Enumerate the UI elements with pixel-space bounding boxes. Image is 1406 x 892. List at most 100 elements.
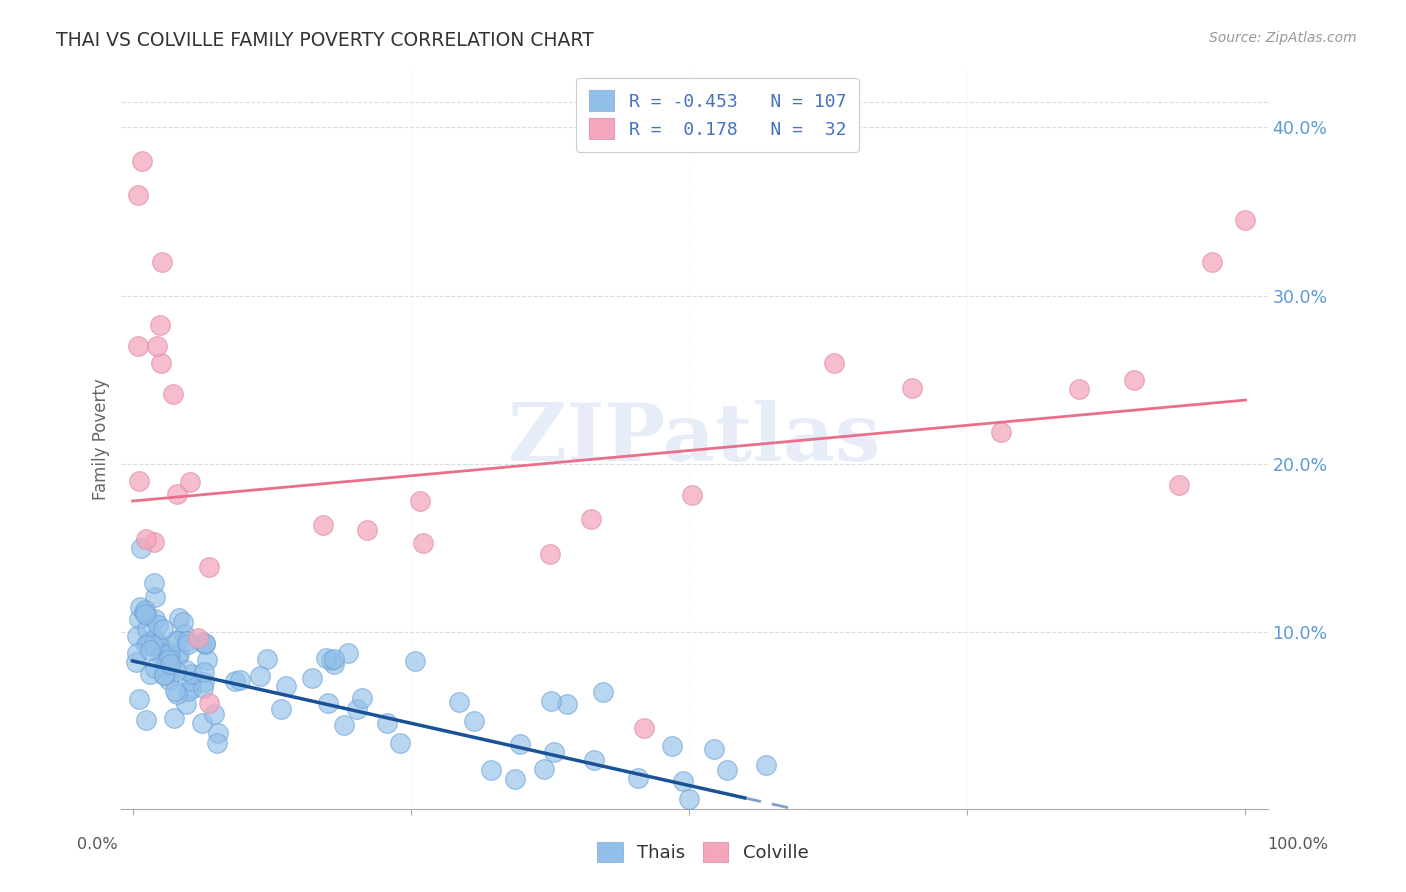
Point	[312, 518, 335, 533]
Point	[167, 611, 190, 625]
Point	[661, 739, 683, 753]
Point	[716, 763, 738, 777]
Point	[128, 691, 150, 706]
Point	[152, 622, 174, 636]
Point	[165, 633, 187, 648]
Point	[172, 615, 194, 629]
Point	[152, 647, 174, 661]
Point	[350, 691, 373, 706]
Point	[323, 657, 346, 671]
Point	[202, 706, 225, 721]
Point	[157, 664, 180, 678]
Point	[128, 474, 150, 488]
Point	[136, 636, 159, 650]
Point	[533, 762, 555, 776]
Point	[157, 660, 180, 674]
Point	[127, 629, 149, 643]
Point	[301, 671, 323, 685]
Point	[159, 650, 181, 665]
Point	[127, 187, 149, 202]
Legend: Thais, Colville: Thais, Colville	[591, 834, 815, 870]
Point	[148, 638, 170, 652]
Point	[315, 651, 337, 665]
Point	[135, 638, 157, 652]
Point	[127, 339, 149, 353]
Point	[139, 634, 162, 648]
Point	[181, 666, 204, 681]
Point	[166, 487, 188, 501]
Point	[134, 607, 156, 621]
Point	[256, 652, 278, 666]
Point	[135, 533, 157, 547]
Point	[153, 667, 176, 681]
Point	[356, 523, 378, 537]
Text: 100.0%: 100.0%	[1268, 838, 1329, 852]
Point	[463, 714, 485, 728]
Point	[139, 666, 162, 681]
Point	[166, 650, 188, 665]
Point	[270, 701, 292, 715]
Point	[540, 694, 562, 708]
Point	[169, 647, 191, 661]
Point	[176, 633, 198, 648]
Point	[543, 745, 565, 759]
Point	[174, 663, 197, 677]
Point	[157, 646, 180, 660]
Text: Source: ZipAtlas.com: Source: ZipAtlas.com	[1209, 31, 1357, 45]
Point	[681, 488, 703, 502]
Point	[823, 355, 845, 369]
Point	[143, 576, 166, 591]
Point	[409, 494, 432, 508]
Point	[503, 772, 526, 787]
Point	[143, 632, 166, 647]
Legend: R = -0.453   N = 107, R =  0.178   N =  32: R = -0.453 N = 107, R = 0.178 N = 32	[576, 78, 859, 152]
Point	[146, 339, 169, 353]
Point	[162, 387, 184, 401]
Text: 0.0%: 0.0%	[77, 838, 118, 852]
Point	[582, 753, 605, 767]
Point	[143, 591, 166, 605]
Point	[678, 792, 700, 806]
Point	[1123, 373, 1146, 387]
Point	[319, 653, 342, 667]
Point	[509, 737, 531, 751]
Point	[592, 685, 614, 699]
Point	[180, 673, 202, 688]
Point	[205, 736, 228, 750]
Point	[150, 255, 173, 269]
Point	[143, 661, 166, 675]
Point	[900, 381, 922, 395]
Point	[224, 674, 246, 689]
Point	[1067, 382, 1090, 396]
Point	[135, 713, 157, 727]
Point	[193, 665, 215, 679]
Point	[198, 697, 221, 711]
Point	[333, 718, 356, 732]
Point	[177, 683, 200, 698]
Point	[388, 736, 411, 750]
Point	[191, 635, 214, 649]
Text: ZIPatlas: ZIPatlas	[509, 400, 880, 478]
Point	[125, 646, 148, 660]
Point	[346, 702, 368, 716]
Point	[136, 609, 159, 624]
Point	[672, 773, 695, 788]
Point	[131, 154, 153, 169]
Point	[159, 673, 181, 688]
Point	[412, 536, 434, 550]
Point	[274, 679, 297, 693]
Point	[1201, 255, 1223, 269]
Point	[132, 605, 155, 619]
Point	[159, 657, 181, 671]
Point	[128, 599, 150, 614]
Point	[990, 425, 1012, 439]
Point	[633, 722, 655, 736]
Point	[149, 318, 172, 333]
Text: THAI VS COLVILLE FAMILY POVERTY CORRELATION CHART: THAI VS COLVILLE FAMILY POVERTY CORRELAT…	[56, 31, 593, 50]
Point	[404, 654, 426, 668]
Point	[191, 681, 214, 695]
Point	[142, 638, 165, 652]
Point	[322, 652, 344, 666]
Point	[1167, 478, 1189, 492]
Point	[143, 611, 166, 625]
